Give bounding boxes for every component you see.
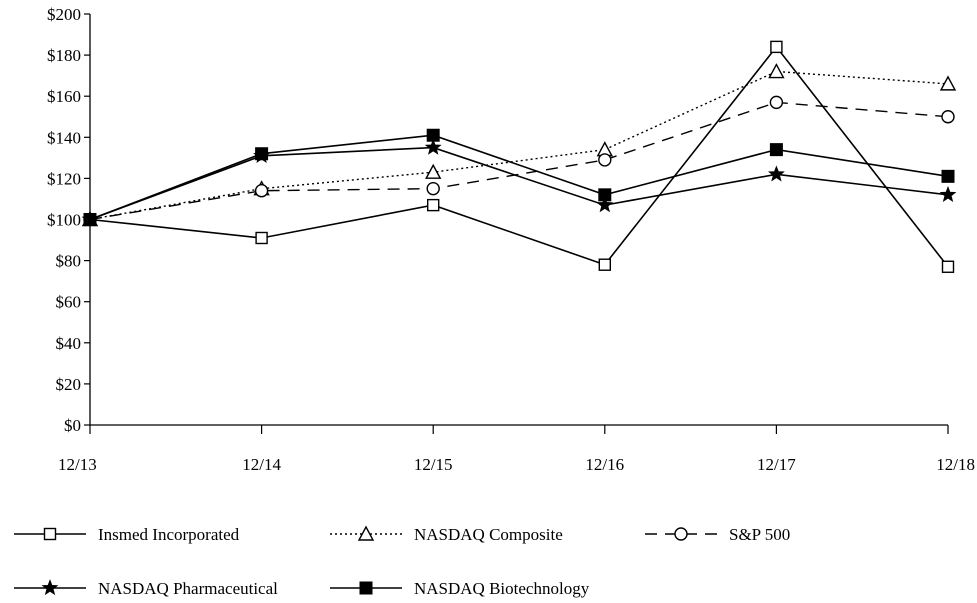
y-tick-label: $80 bbox=[56, 252, 82, 271]
data-point bbox=[941, 169, 955, 183]
legend-item: NASDAQ Biotechnology bbox=[330, 579, 590, 598]
series-s-p-500 bbox=[83, 95, 955, 227]
data-point bbox=[254, 184, 269, 198]
legend-item: S&P 500 bbox=[645, 525, 790, 544]
y-tick-label: $40 bbox=[56, 334, 82, 353]
series-nasdaq-biotechnology bbox=[83, 128, 955, 226]
data-point bbox=[598, 188, 612, 202]
data-point bbox=[83, 213, 97, 226]
x-tick-label: 12/17 bbox=[757, 455, 796, 474]
y-tick-label: $140 bbox=[47, 128, 81, 147]
data-point bbox=[767, 165, 785, 182]
legend-marker bbox=[41, 579, 59, 596]
legend-item: NASDAQ Composite bbox=[330, 525, 563, 544]
y-tick-label: $100 bbox=[47, 211, 81, 230]
data-point bbox=[598, 153, 612, 167]
data-point bbox=[427, 198, 440, 212]
series-nasdaq-pharmaceutical bbox=[81, 138, 957, 227]
x-tick-label: 12/13 bbox=[58, 455, 97, 474]
x-tick-label: 12/18 bbox=[936, 455, 975, 474]
data-point bbox=[424, 138, 442, 155]
series-line bbox=[89, 134, 949, 221]
data-point bbox=[769, 143, 783, 157]
data-point bbox=[941, 260, 955, 273]
y-tick-label: $180 bbox=[47, 46, 81, 65]
legend-marker bbox=[359, 581, 373, 595]
data-point bbox=[939, 185, 957, 202]
x-tick-label: 12/15 bbox=[414, 455, 453, 474]
legend-label: NASDAQ Composite bbox=[414, 525, 563, 544]
legend-item: Insmed Incorporated bbox=[14, 525, 240, 544]
legend-marker bbox=[357, 525, 375, 541]
legend-label: NASDAQ Pharmaceutical bbox=[98, 579, 278, 598]
legend-label: NASDAQ Biotechnology bbox=[414, 579, 590, 598]
data-point bbox=[598, 258, 611, 271]
x-tick-label: 12/16 bbox=[585, 455, 624, 474]
data-point bbox=[941, 110, 955, 124]
x-tick-label: 12/14 bbox=[242, 455, 281, 474]
y-tick-label: $160 bbox=[47, 87, 81, 106]
data-point bbox=[426, 181, 440, 196]
y-axis: $0 $20 $40 $60 $80 $100 $120 $140 $160 $180 $200 bbox=[47, 5, 91, 435]
series-line bbox=[89, 101, 949, 221]
data-point bbox=[255, 231, 268, 245]
legend-marker bbox=[674, 527, 688, 541]
y-tick-label: $20 bbox=[56, 375, 82, 394]
data-point bbox=[769, 95, 784, 110]
y-tick-label: $200 bbox=[47, 5, 81, 24]
data-point bbox=[426, 128, 440, 142]
y-tick-label: $60 bbox=[56, 293, 82, 312]
series-line bbox=[89, 70, 949, 221]
series-nasdaq-composite bbox=[81, 63, 957, 227]
series-line bbox=[89, 146, 949, 221]
x-axis: 12/13 12/14 12/15 12/16 12/17 12/18 bbox=[58, 424, 975, 474]
legend-label: Insmed Incorporated bbox=[98, 525, 240, 544]
y-tick-label: $0 bbox=[64, 416, 81, 435]
data-point bbox=[768, 63, 785, 79]
legend-label: S&P 500 bbox=[729, 525, 790, 544]
data-point bbox=[596, 196, 614, 213]
y-tick-label: $120 bbox=[47, 169, 81, 188]
data-point bbox=[425, 163, 442, 179]
series-lines bbox=[81, 40, 957, 273]
legend-marker bbox=[43, 527, 57, 541]
series-line bbox=[89, 45, 949, 268]
legend: Insmed Incorporated NASDAQ Composite S&P 5… bbox=[14, 525, 790, 598]
data-point bbox=[939, 75, 957, 91]
data-point bbox=[255, 147, 269, 161]
legend-item: NASDAQ Pharmaceutical bbox=[14, 579, 278, 598]
data-point bbox=[770, 40, 783, 54]
